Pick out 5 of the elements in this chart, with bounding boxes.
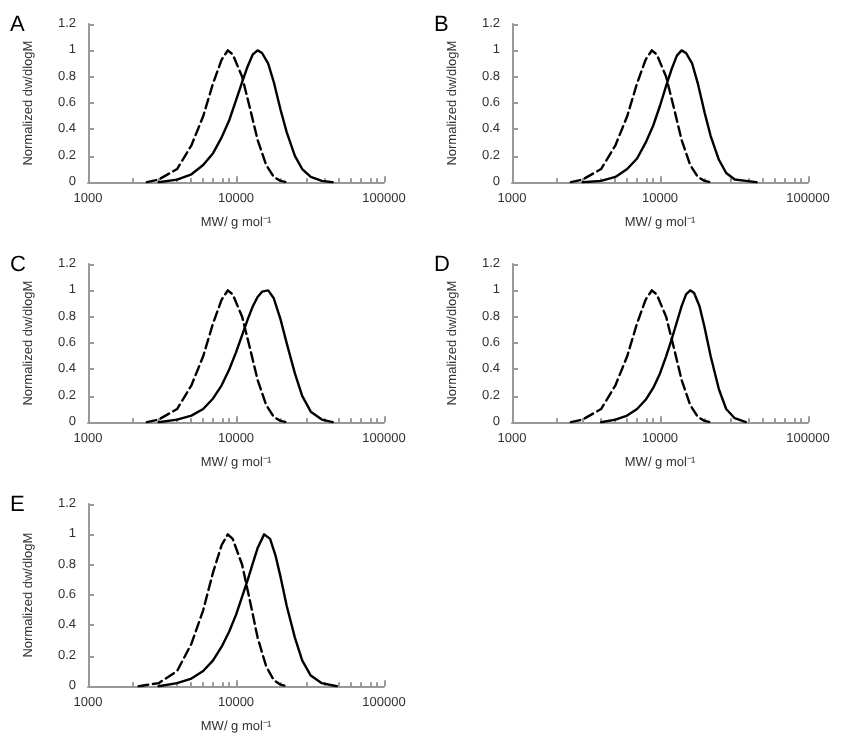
chart-title: D [434, 253, 450, 277]
chart-title: A [10, 13, 26, 37]
chart-title: C [10, 253, 26, 277]
chart-title: E [10, 493, 25, 517]
chart-title: B [434, 13, 449, 37]
